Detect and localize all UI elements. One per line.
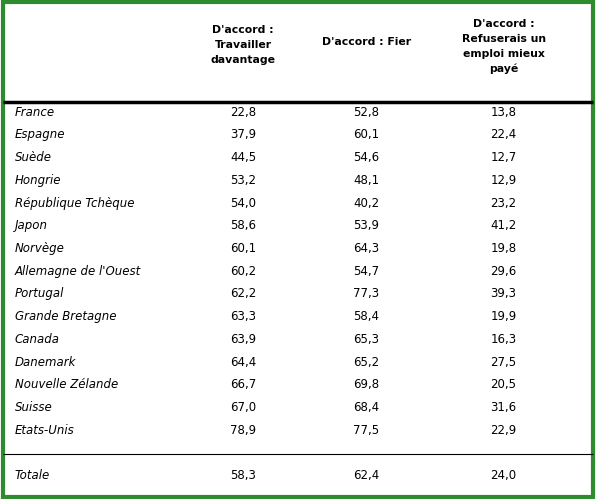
Text: 41,2: 41,2 xyxy=(491,219,517,233)
Text: D'accord :: D'accord : xyxy=(212,25,274,35)
Text: 78,9: 78,9 xyxy=(230,424,256,437)
Text: Danemark: Danemark xyxy=(15,355,76,369)
Text: 62,2: 62,2 xyxy=(230,287,256,300)
Text: Japon: Japon xyxy=(15,219,48,233)
Text: 19,8: 19,8 xyxy=(491,242,517,255)
Text: emploi mieux: emploi mieux xyxy=(462,49,545,59)
Text: Grande Bretagne: Grande Bretagne xyxy=(15,310,116,323)
Text: 63,3: 63,3 xyxy=(230,310,256,323)
Text: 22,4: 22,4 xyxy=(491,128,517,142)
Text: 60,1: 60,1 xyxy=(230,242,256,255)
Text: Travailler: Travailler xyxy=(215,40,272,50)
Text: davantage: davantage xyxy=(210,55,276,65)
Text: 67,0: 67,0 xyxy=(230,401,256,414)
Text: 64,3: 64,3 xyxy=(353,242,380,255)
Text: 23,2: 23,2 xyxy=(491,197,517,210)
Text: 13,8: 13,8 xyxy=(491,106,517,119)
Text: 22,9: 22,9 xyxy=(491,424,517,437)
Text: 37,9: 37,9 xyxy=(230,128,256,142)
Text: Portugal: Portugal xyxy=(15,287,64,300)
Text: Espagne: Espagne xyxy=(15,128,66,142)
Text: Hongrie: Hongrie xyxy=(15,174,61,187)
Text: 52,8: 52,8 xyxy=(353,106,380,119)
Text: 65,3: 65,3 xyxy=(353,333,380,346)
Text: 62,4: 62,4 xyxy=(353,469,380,482)
Text: 58,6: 58,6 xyxy=(230,219,256,233)
Text: D'accord : Fier: D'accord : Fier xyxy=(322,37,411,47)
Text: 19,9: 19,9 xyxy=(491,310,517,323)
Text: 68,4: 68,4 xyxy=(353,401,380,414)
Text: 77,5: 77,5 xyxy=(353,424,380,437)
Text: Nouvelle Zélande: Nouvelle Zélande xyxy=(15,378,118,391)
Text: Canada: Canada xyxy=(15,333,60,346)
Text: 44,5: 44,5 xyxy=(230,151,256,164)
Text: 16,3: 16,3 xyxy=(491,333,517,346)
Text: D'accord :: D'accord : xyxy=(473,19,535,29)
Text: 22,8: 22,8 xyxy=(230,106,256,119)
Text: Suède: Suède xyxy=(15,151,52,164)
Text: 53,2: 53,2 xyxy=(230,174,256,187)
Text: 39,3: 39,3 xyxy=(491,287,517,300)
Text: Allemagne de l'Ouest: Allemagne de l'Ouest xyxy=(15,264,141,278)
Text: 54,0: 54,0 xyxy=(230,197,256,210)
Text: 27,5: 27,5 xyxy=(491,355,517,369)
Text: 64,4: 64,4 xyxy=(230,355,256,369)
Text: 58,4: 58,4 xyxy=(353,310,380,323)
Text: 54,7: 54,7 xyxy=(353,264,380,278)
Text: 60,1: 60,1 xyxy=(353,128,380,142)
Text: 31,6: 31,6 xyxy=(491,401,517,414)
Text: République Tchèque: République Tchèque xyxy=(15,197,135,210)
Text: 77,3: 77,3 xyxy=(353,287,380,300)
Text: 63,9: 63,9 xyxy=(230,333,256,346)
Text: France: France xyxy=(15,106,55,119)
Text: 48,1: 48,1 xyxy=(353,174,380,187)
Text: 54,6: 54,6 xyxy=(353,151,380,164)
Text: Totale: Totale xyxy=(15,469,50,482)
Text: Refuserais un: Refuserais un xyxy=(461,34,546,44)
Text: 69,8: 69,8 xyxy=(353,378,380,391)
Text: Etats-Unis: Etats-Unis xyxy=(15,424,74,437)
Text: Suisse: Suisse xyxy=(15,401,52,414)
Text: 58,3: 58,3 xyxy=(230,469,256,482)
Text: 12,9: 12,9 xyxy=(491,174,517,187)
Text: 29,6: 29,6 xyxy=(491,264,517,278)
Text: 60,2: 60,2 xyxy=(230,264,256,278)
Text: payé: payé xyxy=(489,63,519,74)
Text: Norvège: Norvège xyxy=(15,242,65,255)
Text: 53,9: 53,9 xyxy=(353,219,380,233)
Text: 40,2: 40,2 xyxy=(353,197,380,210)
Text: 65,2: 65,2 xyxy=(353,355,380,369)
Text: 66,7: 66,7 xyxy=(230,378,256,391)
Text: 12,7: 12,7 xyxy=(491,151,517,164)
Text: 24,0: 24,0 xyxy=(491,469,517,482)
Text: 20,5: 20,5 xyxy=(491,378,517,391)
